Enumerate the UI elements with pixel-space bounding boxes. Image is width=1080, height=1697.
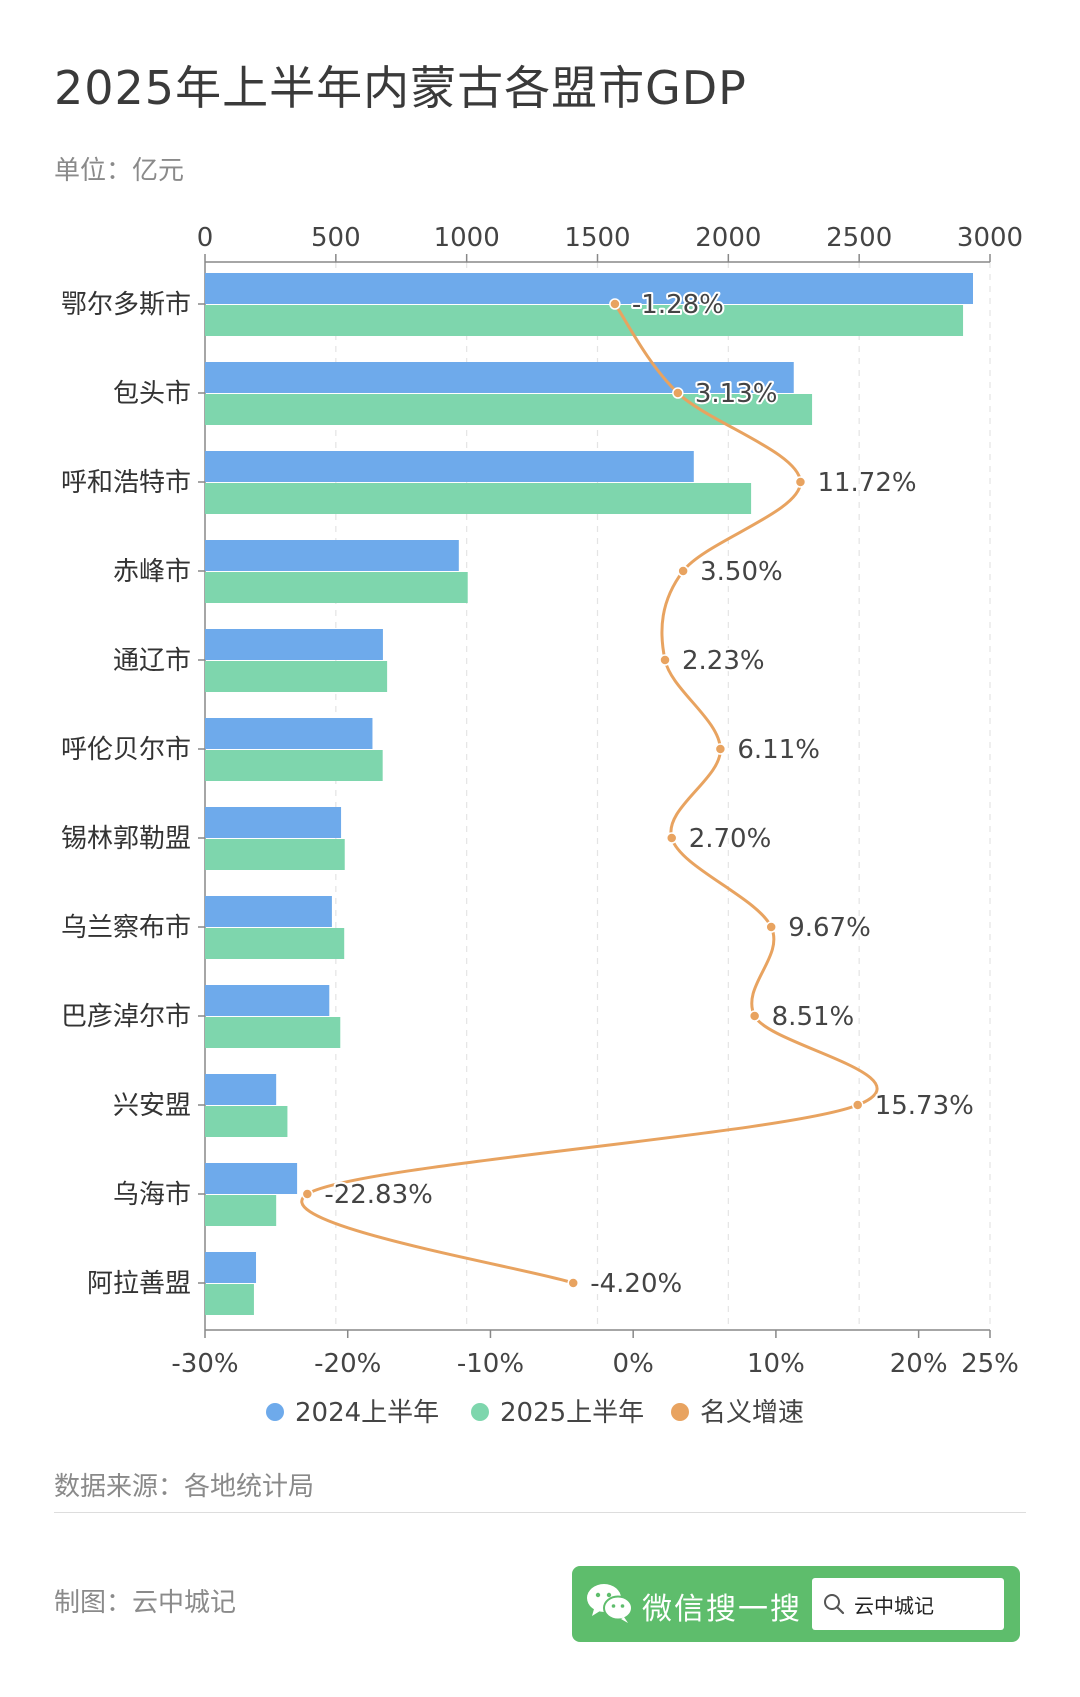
wechat-search-label: 微信搜一搜 xyxy=(642,1592,802,1627)
growth-label: 9.67% xyxy=(788,913,871,943)
divider xyxy=(54,1512,1026,1513)
unit-label: 单位：亿元 xyxy=(54,156,185,186)
growth-point xyxy=(665,832,678,844)
growth-point xyxy=(659,654,671,666)
data-source: 数据来源：各地统计局 xyxy=(54,1472,315,1502)
bottom-axis-tick-label: -20% xyxy=(314,1349,381,1379)
bar-2025 xyxy=(205,1106,288,1137)
legend-marker xyxy=(471,1403,489,1421)
top-axis-tick-label: 500 xyxy=(311,223,361,253)
category-label: 巴彦淖尔市 xyxy=(61,1002,191,1032)
chart-title: 2025年上半年内蒙古各盟市GDP xyxy=(54,61,747,115)
growth-line xyxy=(300,303,879,1285)
bar-2024 xyxy=(205,451,694,482)
growth-point xyxy=(748,1010,761,1022)
growth-label: -4.20% xyxy=(590,1269,682,1299)
wechat-search-field[interactable]: 云中城记 xyxy=(812,1578,1004,1630)
category-label: 赤峰市 xyxy=(113,557,191,587)
bar-2025 xyxy=(205,928,345,959)
bar-2024 xyxy=(205,718,373,749)
category-label: 通辽市 xyxy=(113,646,191,676)
bar-2025 xyxy=(205,394,813,425)
growth-label: 6.11% xyxy=(737,735,820,765)
growth-point xyxy=(765,921,777,933)
bottom-axis-tick-label: 20% xyxy=(890,1349,948,1379)
search-icon xyxy=(824,1594,845,1615)
growth-label: -22.83% xyxy=(324,1180,433,1210)
bar-2025 xyxy=(205,661,388,692)
growth-label: 8.51% xyxy=(772,1002,855,1032)
growth-point xyxy=(677,565,689,577)
growth-label: 3.50% xyxy=(700,557,783,587)
bar-2024 xyxy=(205,540,459,571)
category-label: 呼伦贝尔市 xyxy=(61,735,191,765)
bar-2024 xyxy=(205,807,342,838)
category-label: 乌兰察布市 xyxy=(61,913,191,943)
growth-label: 2.23% xyxy=(682,646,765,676)
bottom-axis-tick-label: 0% xyxy=(613,1349,654,1379)
bottom-axis-tick-label: -10% xyxy=(457,1349,524,1379)
bar-2025 xyxy=(205,305,964,336)
legend-label: 名义增速 xyxy=(700,1398,804,1428)
growth-point xyxy=(609,298,621,310)
top-axis-tick-label: 0 xyxy=(197,223,214,253)
growth-point xyxy=(672,387,684,399)
bottom-axis-tick-label: -30% xyxy=(171,1349,238,1379)
wechat-icon xyxy=(587,1584,633,1623)
bar-2024 xyxy=(205,1163,298,1194)
bar-2024 xyxy=(205,1074,277,1105)
bottom-axis-tick-label: 10% xyxy=(747,1349,805,1379)
category-label: 锡林郭勒盟 xyxy=(61,824,191,854)
top-axis-tick-label: 2500 xyxy=(826,223,892,253)
bar-2024 xyxy=(205,896,332,927)
growth-point xyxy=(794,476,807,488)
bottom-axis-tick-label: 25% xyxy=(961,1349,1019,1379)
legend-label: 2025上半年 xyxy=(500,1398,644,1428)
bar-2024 xyxy=(205,273,973,304)
chart-credit: 制图：云中城记 xyxy=(54,1588,237,1618)
growth-label: 3.13% xyxy=(695,379,778,409)
legend-marker xyxy=(671,1403,689,1421)
growth-label: 2.70% xyxy=(689,824,772,854)
category-label: 兴安盟 xyxy=(113,1091,191,1121)
top-axis-tick-label: 1500 xyxy=(564,223,630,253)
bar-2024 xyxy=(205,985,330,1016)
bar-2024 xyxy=(205,362,794,393)
growth-point xyxy=(714,743,727,755)
bar-2025 xyxy=(205,1195,277,1226)
category-label: 包头市 xyxy=(113,379,191,409)
category-label: 呼和浩特市 xyxy=(61,468,191,498)
legend-marker xyxy=(266,1403,284,1421)
bar-2025 xyxy=(205,1017,341,1048)
top-axis-tick-label: 1000 xyxy=(434,223,500,253)
growth-label: 11.72% xyxy=(817,468,916,498)
bar-2024 xyxy=(205,629,383,660)
bar-2024 xyxy=(205,1252,257,1283)
growth-point xyxy=(851,1099,864,1111)
growth-label: 15.73% xyxy=(875,1091,974,1121)
category-label: 阿拉善盟 xyxy=(87,1269,191,1299)
growth-point xyxy=(567,1277,579,1289)
top-axis-tick-label: 3000 xyxy=(957,223,1023,253)
bar-2025 xyxy=(205,750,383,781)
category-label: 乌海市 xyxy=(113,1180,191,1210)
bar-2025 xyxy=(205,839,345,870)
top-axis-tick-label: 2000 xyxy=(695,223,761,253)
wechat-search-banner[interactable]: 微信搜一搜 云中城记 xyxy=(572,1566,1020,1642)
bar-2025 xyxy=(205,572,468,603)
growth-point xyxy=(301,1188,314,1200)
bar-2025 xyxy=(205,483,752,514)
growth-label: -1.28% xyxy=(632,290,724,320)
gdp-chart: 0 500 1000 1500 2000 2500 3000 -30% -20% -10% 0% 10… xyxy=(61,223,1023,1428)
bar-2025 xyxy=(205,1284,254,1315)
category-label: 鄂尔多斯市 xyxy=(61,290,191,320)
legend-label: 2024上半年 xyxy=(295,1398,439,1428)
wechat-search-text: 云中城记 xyxy=(854,1594,934,1618)
